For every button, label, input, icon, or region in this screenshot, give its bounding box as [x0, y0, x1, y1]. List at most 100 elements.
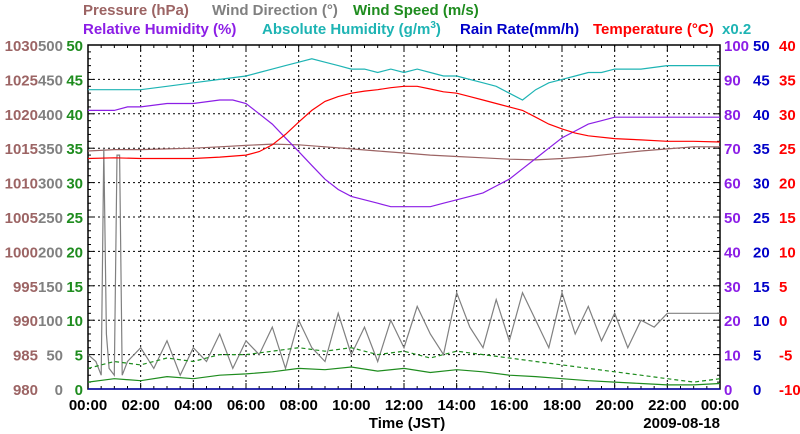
legend-row1-item-2: Wind Speed (m/s): [353, 2, 479, 19]
y-tick-label: 30: [779, 107, 796, 124]
y-tick-label: 35: [779, 72, 796, 89]
legend-row2-item-0: Relative Humidity (%): [83, 21, 236, 38]
legend-row2-item-3: Temperature (°C): [593, 21, 714, 38]
legend-row2-item-1: Absolute Humidity (g/m3): [262, 20, 441, 38]
y-tick-label: 0: [779, 313, 787, 330]
series-line: [87, 366, 721, 386]
y-tick-label: 45: [66, 72, 83, 89]
legend-row2-item-2: Rain Rate(mm/h): [460, 21, 579, 38]
y-tick-label: 15: [779, 210, 796, 227]
y-tick-label: 40: [753, 107, 770, 124]
y-tick-label: 200: [38, 244, 63, 261]
y-tick-label: 20: [753, 244, 770, 261]
y-tick-label: 400: [38, 107, 63, 124]
series-line: [88, 58, 720, 101]
x-tick-label: 04:00: [174, 397, 212, 414]
y-tick-label: 10: [779, 244, 796, 261]
y-tick-label: 50: [46, 348, 63, 365]
y-tick-label: 70: [724, 141, 741, 158]
x-tick-label: 06:00: [227, 397, 265, 414]
y-tick-label: 30: [753, 176, 770, 193]
y-tick-label: 980: [13, 382, 38, 399]
y-tick-label: 995: [13, 279, 38, 296]
y-tick-label: 1015: [5, 141, 38, 158]
y-tick-label: 1000: [5, 244, 38, 261]
y-tick-label: 1030: [5, 38, 38, 55]
series-line: [87, 85, 721, 160]
y-tick-label: 45: [753, 72, 770, 89]
y-tick-label: 35: [753, 141, 770, 158]
x-tick-label: 22:00: [648, 397, 686, 414]
grid: [88, 45, 720, 389]
y-tick-label: 300: [38, 176, 63, 193]
y-tick-label: 1005: [5, 210, 38, 227]
series-line: [87, 347, 721, 383]
y-tick-label: 40: [66, 107, 83, 124]
legend-row1-item-1: Wind Direction (°): [212, 2, 338, 19]
x-tick-label: 10:00: [332, 397, 370, 414]
legend: Pressure (hPa) Wind Direction (°) Wind S…: [83, 2, 751, 38]
y-tick-label: 50: [724, 210, 741, 227]
y-tick-label: 15: [753, 279, 770, 296]
y-tick-label: -5: [779, 348, 792, 365]
y-tick-label: 15: [66, 279, 83, 296]
x-tick-label: 20:00: [595, 397, 633, 414]
y-tick-label: 20: [66, 244, 83, 261]
series-line: [87, 148, 720, 377]
y-tick-label: 10: [724, 348, 741, 365]
y-tick-label: 150: [38, 279, 63, 296]
series-line: [87, 143, 720, 161]
y-tick-label: 0: [724, 382, 732, 399]
y-tick-label: 0: [753, 382, 761, 399]
date-label: 2009-08-18: [643, 415, 720, 432]
y-tick-label: 90: [724, 72, 741, 89]
x-tick-label: 14:00: [437, 397, 475, 414]
abs-humidity-scale-note: x0.2: [722, 21, 751, 38]
y-tick-label: 5: [75, 348, 83, 365]
x-tick-label: 08:00: [279, 397, 317, 414]
y-tick-label: 100: [724, 38, 749, 55]
series-line: [88, 99, 720, 208]
x-tick-label: 12:00: [385, 397, 423, 414]
y-tick-label: 40: [724, 244, 741, 261]
y-tick-label: 10: [753, 313, 770, 330]
y-tick-label: 10: [66, 313, 83, 330]
y-tick-label: 20: [724, 313, 741, 330]
y-tick-label: 990: [13, 313, 38, 330]
y-tick-label: 1010: [5, 176, 38, 193]
y-tick-label: 30: [66, 176, 83, 193]
x-tick-label: 16:00: [490, 397, 528, 414]
y-tick-label: 80: [724, 107, 741, 124]
y-tick-label: 25: [66, 210, 83, 227]
y-tick-label: -10: [779, 382, 800, 399]
y-tick-label: 0: [55, 382, 63, 399]
y-tick-label: 30: [724, 279, 741, 296]
y-tick-label: 50: [66, 38, 83, 55]
axis-labels: 9809859909951000100510101015102010251030…: [5, 38, 800, 399]
legend-abs-humidity-end: ): [436, 21, 441, 38]
y-tick-label: 60: [724, 176, 741, 193]
y-tick-label: 985: [13, 348, 38, 365]
x-tick-label: 00:00: [701, 397, 739, 414]
x-tick-label: 18:00: [543, 397, 581, 414]
y-tick-label: 1020: [5, 107, 38, 124]
legend-abs-humidity-label: Absolute Humidity (g/m: [262, 21, 430, 38]
y-tick-label: 0: [75, 382, 83, 399]
y-tick-label: 1025: [5, 72, 38, 89]
y-tick-label: 20: [779, 176, 796, 193]
y-tick-label: 40: [779, 38, 796, 55]
y-tick-label: 100: [38, 313, 63, 330]
legend-row1-item-0: Pressure (hPa): [83, 2, 189, 19]
y-tick-label: 350: [38, 141, 63, 158]
y-tick-label: 25: [753, 210, 770, 227]
legend-abs-humidity-sup: 3: [430, 20, 436, 31]
x-axis-labels: 00:00 02:00 04:00 06:00 08:00 10:00 12:00 14:00…: [69, 397, 739, 414]
y-tick-label: 450: [38, 72, 63, 89]
x-tick-label: 00:00: [69, 397, 107, 414]
y-tick-label: 35: [66, 141, 83, 158]
series-lines: [87, 58, 721, 390]
y-tick-label: 5: [779, 279, 787, 296]
x-axis-title: Time (JST): [369, 415, 445, 432]
y-tick-label: 5: [753, 348, 761, 365]
